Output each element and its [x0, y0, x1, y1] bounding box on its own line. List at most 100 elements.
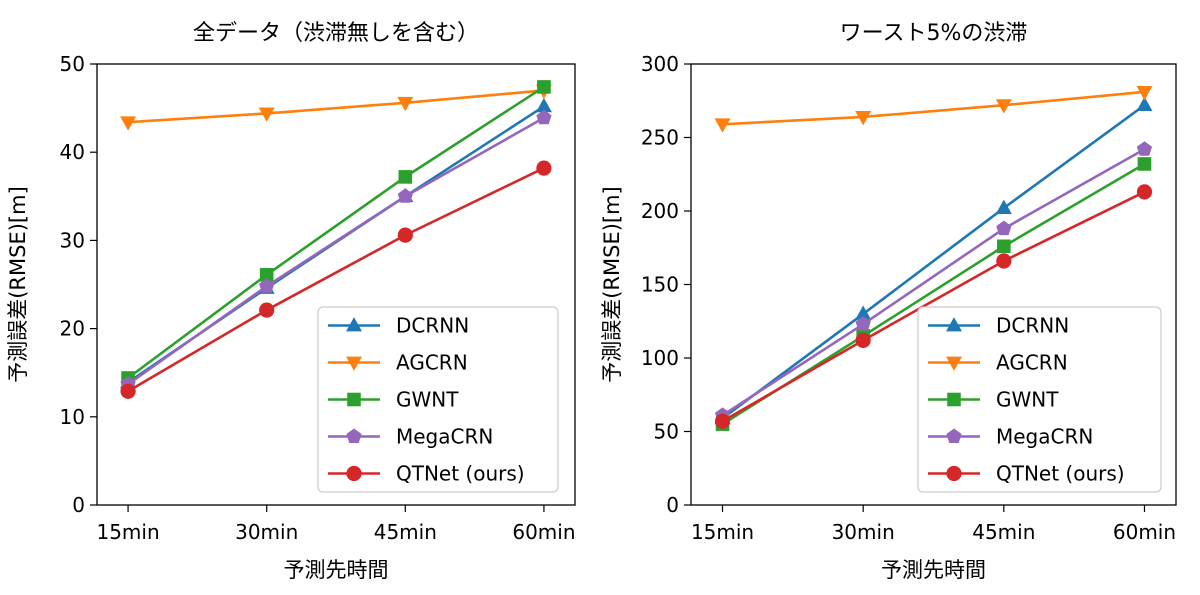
legend-label: MegaCRN — [396, 425, 493, 449]
legend-marker — [946, 317, 962, 332]
legend-label: MegaCRN — [996, 425, 1093, 449]
legend-marker — [946, 428, 962, 443]
series-line — [721, 190, 1146, 423]
data-point-marker — [1136, 86, 1153, 101]
legend: DCRNN AGCRN GWNT MegaCRN QTNet (ours) — [317, 306, 559, 493]
chart-panel-2: 0 50 100 150 200 250 300 15min 30min 45min 60min ワー… — [600, 21, 1177, 582]
y-tick-label: 40 — [60, 140, 85, 164]
legend-box — [917, 306, 1162, 493]
x-tick-label: 15min — [691, 520, 754, 544]
data-point-marker — [996, 253, 1012, 269]
data-point-marker — [535, 97, 552, 113]
y-tick-label: 300 — [641, 52, 679, 76]
x-axis-title: 予測先時間 — [881, 558, 986, 582]
data-point-marker — [397, 96, 414, 112]
x-tick-label: 60min — [1113, 520, 1176, 544]
y-tick-label: 250 — [641, 126, 679, 150]
legend-marker — [346, 465, 362, 482]
data-point-marker — [537, 80, 551, 94]
data-point-marker — [855, 332, 871, 348]
data-point-marker — [855, 111, 872, 126]
series-qtnet-ours — [714, 184, 1153, 429]
y-tick-label: 50 — [654, 420, 679, 444]
legend-marker — [347, 392, 361, 407]
data-point-marker — [995, 99, 1012, 114]
series-qtnet-ours — [120, 160, 552, 399]
legend-label: GWNT — [396, 388, 459, 412]
data-point-marker — [259, 302, 275, 318]
series-gwnt — [121, 80, 551, 385]
y-tick-label: 0 — [72, 493, 85, 517]
series-line — [127, 116, 545, 386]
y-tick-label: 0 — [666, 493, 679, 517]
x-tick-label: 30min — [832, 520, 895, 544]
legend-label: QTNet (ours) — [996, 462, 1125, 486]
legend-marker — [346, 317, 362, 332]
y-tick-label: 150 — [641, 273, 679, 297]
y-tick-label: 200 — [641, 199, 679, 223]
legend-box — [317, 306, 559, 493]
y-tick-label: 100 — [641, 346, 679, 370]
legend-label: GWNT — [996, 388, 1059, 412]
y-axis-title: 予測誤差(RMSE)[m] — [600, 186, 624, 383]
legend: DCRNN AGCRN GWNT MegaCRN QTNet (ours) — [917, 306, 1162, 493]
data-point-marker — [714, 413, 731, 429]
data-point-marker — [398, 170, 413, 184]
y-tick-label: 10 — [60, 405, 85, 429]
legend-marker — [346, 356, 362, 371]
data-point-marker — [259, 267, 274, 282]
x-tick-label: 60min — [512, 520, 575, 544]
x-tick-label: 45min — [972, 520, 1035, 544]
data-point-marker — [258, 107, 275, 122]
legend-label: AGCRN — [996, 351, 1068, 375]
legend-marker — [346, 428, 362, 443]
x-tick-label: 15min — [96, 520, 159, 544]
legend-label: AGCRN — [396, 351, 468, 375]
x-axis-title: 予測先時間 — [284, 558, 389, 582]
data-point-marker — [1137, 157, 1152, 171]
chart-title: ワースト5%の渋滞 — [840, 21, 1028, 46]
data-point-marker — [996, 220, 1012, 236]
series-line — [127, 85, 545, 380]
data-point-marker — [1136, 184, 1153, 200]
legend-label: DCRNN — [396, 314, 469, 338]
series-line — [127, 166, 545, 393]
y-axis-title: 予測誤差(RMSE)[m] — [6, 186, 30, 383]
data-point-marker — [120, 116, 137, 131]
data-point-marker — [1136, 96, 1153, 112]
data-point-marker — [714, 118, 731, 133]
data-point-marker — [855, 316, 871, 331]
series-megacrn — [120, 109, 552, 391]
data-point-marker — [995, 199, 1012, 214]
legend-label: DCRNN — [996, 314, 1069, 338]
data-point-marker — [397, 188, 413, 203]
legend-marker — [946, 356, 962, 371]
chart-panel-1: 0 10 20 30 40 50 15min 30min 45min 60min 全データ（渋滞無し… — [6, 21, 576, 582]
x-tick-label: 30min — [235, 520, 298, 544]
data-point-marker — [397, 227, 413, 243]
legend-marker — [947, 392, 961, 407]
series-line — [722, 90, 1145, 126]
series-line — [721, 148, 1146, 417]
chart-title: 全データ（渋滞無しを含む） — [193, 21, 479, 46]
data-point-marker — [1136, 141, 1153, 156]
series-line — [721, 104, 1146, 420]
x-tick-label: 45min — [374, 520, 437, 544]
series-megacrn — [714, 141, 1153, 422]
series-agcrn — [714, 86, 1153, 133]
data-point-marker — [120, 383, 136, 399]
y-tick-label: 30 — [60, 228, 85, 252]
y-tick-label: 50 — [60, 52, 85, 76]
plot-area-frame — [96, 63, 576, 506]
data-point-marker — [536, 109, 552, 125]
data-point-marker — [536, 160, 552, 176]
series-line — [127, 89, 545, 124]
data-point-marker — [259, 278, 275, 293]
legend-label: QTNet (ours) — [396, 462, 525, 486]
legend-marker — [946, 465, 962, 482]
data-point-marker — [855, 305, 872, 320]
data-point-marker — [997, 239, 1011, 254]
y-tick-label: 20 — [60, 317, 85, 341]
